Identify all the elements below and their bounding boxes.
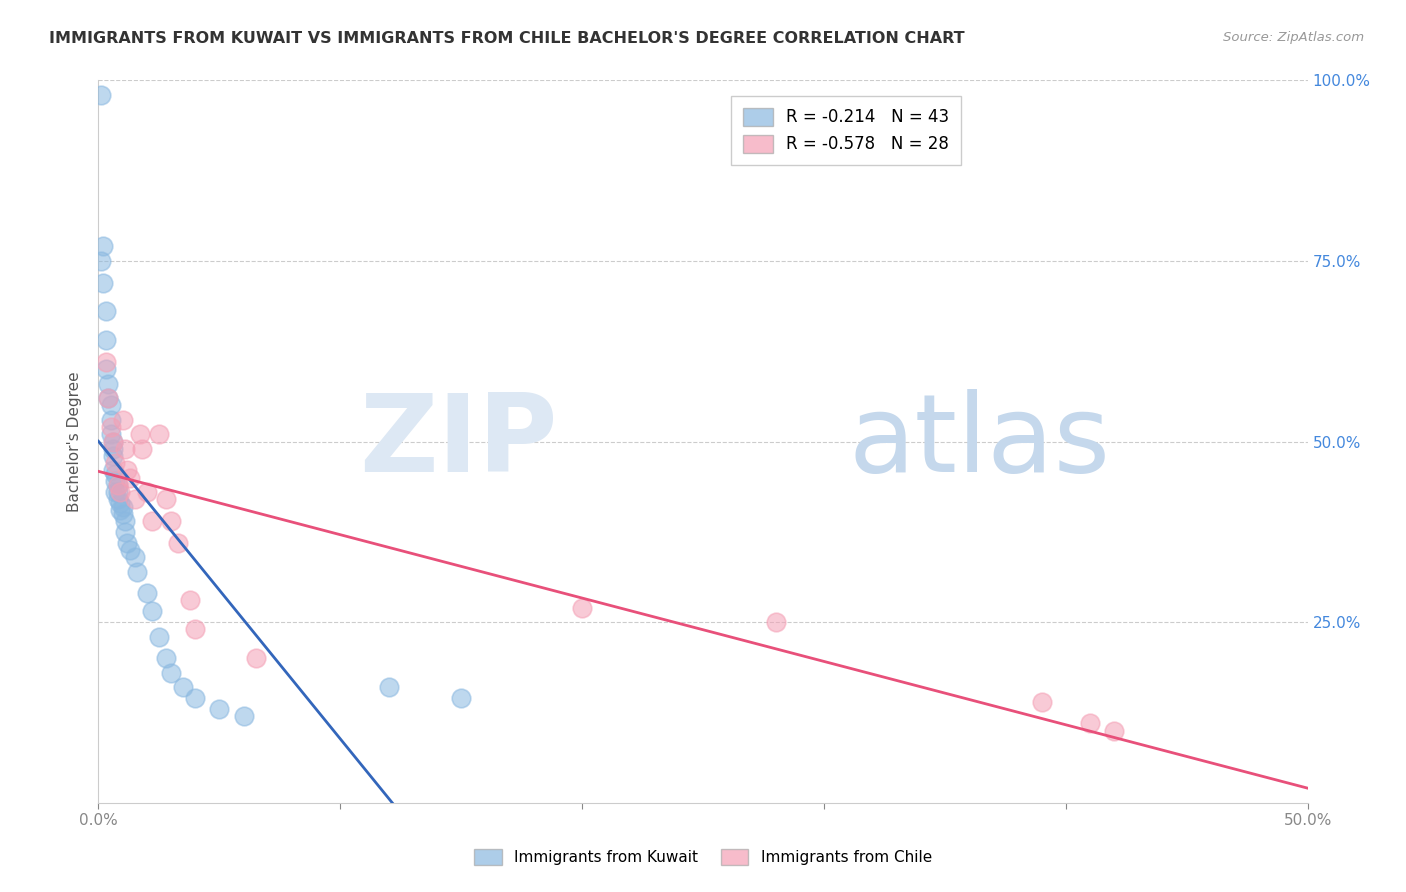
Point (127, 565, 149, 579)
Point (107, 478, 129, 492)
Point (97, 391, 120, 405)
Point (160, 665, 183, 680)
Point (108, 496, 131, 510)
Point (571, 600, 593, 615)
Point (765, 615, 787, 630)
Point (100, 413, 122, 427)
Text: Source: ZipAtlas.com: Source: ZipAtlas.com (1223, 31, 1364, 45)
Point (100, 420, 122, 434)
Point (1102, 723, 1125, 738)
Point (101, 449, 124, 463)
Point (94, 362, 117, 376)
Point (117, 535, 139, 549)
Point (91, 276, 114, 290)
Point (90, 253, 112, 268)
Point (148, 630, 170, 644)
Point (179, 593, 201, 607)
Point (94, 334, 117, 348)
Point (118, 542, 141, 557)
Point (101, 434, 124, 449)
Point (104, 467, 127, 481)
Point (111, 413, 134, 427)
Point (114, 524, 136, 539)
Point (167, 535, 190, 549)
Point (100, 398, 122, 412)
Point (101, 463, 124, 477)
Point (1078, 716, 1101, 731)
Point (101, 434, 124, 449)
Point (111, 500, 134, 514)
Point (104, 485, 127, 500)
Point (128, 427, 150, 442)
Point (208, 702, 231, 716)
Text: atlas: atlas (848, 389, 1111, 494)
Point (160, 514, 183, 528)
Point (232, 709, 254, 723)
Point (118, 470, 141, 484)
Point (107, 478, 129, 492)
Point (135, 485, 157, 500)
Point (100, 427, 122, 442)
Point (107, 485, 129, 500)
Point (104, 456, 127, 470)
Point (104, 475, 127, 489)
Point (184, 691, 207, 706)
Point (135, 586, 157, 600)
Point (114, 514, 136, 528)
Point (97, 391, 120, 405)
Point (155, 492, 177, 507)
Point (107, 492, 129, 507)
Point (94, 304, 117, 318)
Point (90, 87, 112, 102)
Point (91, 239, 114, 253)
Text: IMMIGRANTS FROM KUWAIT VS IMMIGRANTS FROM CHILE BACHELOR'S DEGREE CORRELATION CH: IMMIGRANTS FROM KUWAIT VS IMMIGRANTS FRO… (49, 31, 965, 46)
Legend: Immigrants from Kuwait, Immigrants from Chile: Immigrants from Kuwait, Immigrants from … (468, 843, 938, 871)
Point (97, 376, 120, 391)
Point (124, 492, 146, 507)
Point (117, 463, 139, 477)
Point (148, 427, 170, 442)
Point (108, 503, 131, 517)
Point (101, 442, 124, 456)
Point (1031, 695, 1053, 709)
Point (114, 442, 136, 456)
Point (155, 651, 177, 665)
Point (111, 507, 134, 521)
Point (141, 604, 163, 618)
Legend: R = -0.214   N = 43, R = -0.578   N = 28: R = -0.214 N = 43, R = -0.578 N = 28 (731, 95, 960, 165)
Point (94, 355, 117, 369)
Point (245, 651, 267, 665)
Point (108, 485, 131, 500)
Point (184, 623, 207, 637)
Point (141, 514, 163, 528)
Point (124, 550, 146, 565)
Point (377, 680, 399, 694)
Point (172, 680, 194, 694)
Point (131, 442, 153, 456)
Y-axis label: Bachelor's Degree: Bachelor's Degree (67, 371, 83, 512)
Point (450, 691, 472, 706)
Text: ZIP: ZIP (360, 389, 558, 494)
